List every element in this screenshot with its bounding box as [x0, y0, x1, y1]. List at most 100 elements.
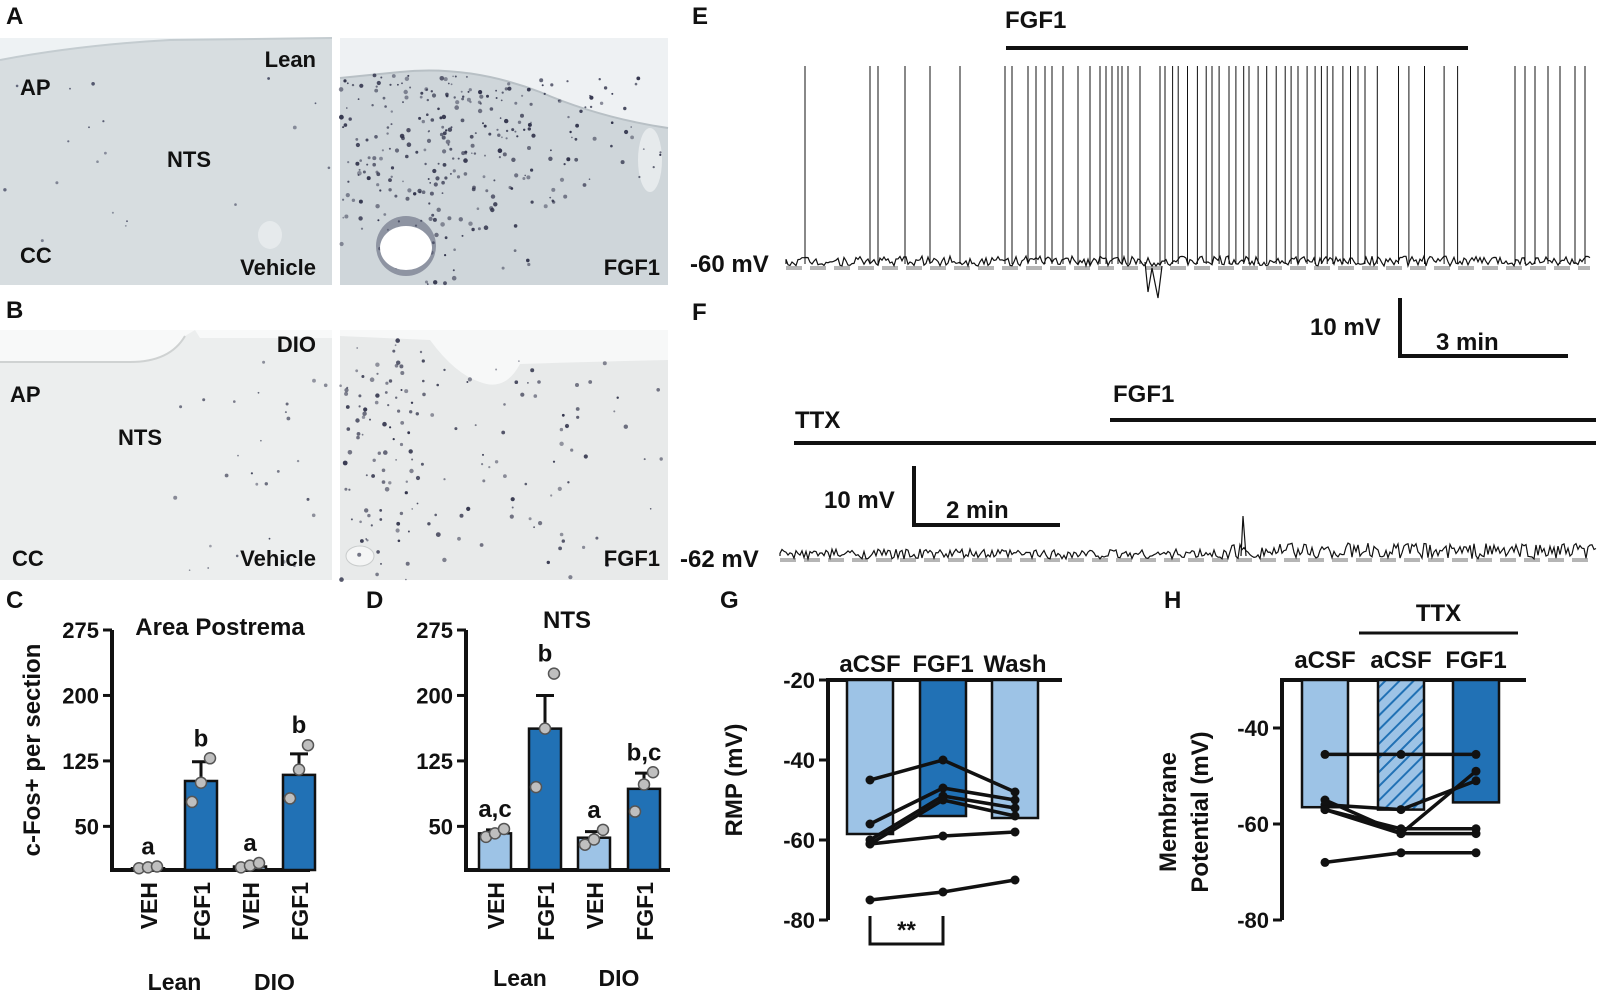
panel-a-nts-label: NTS: [167, 147, 211, 172]
panel-e-drug-label: FGF1: [1005, 7, 1066, 34]
panel-b-right-stain: [339, 338, 663, 582]
bar: [527, 727, 563, 872]
panel-a-letter: A: [6, 3, 23, 30]
x-tick-label: FGF1: [632, 882, 658, 941]
cell-point: [1471, 829, 1481, 839]
bar: [626, 787, 662, 872]
panel-g-letter: G: [720, 587, 739, 614]
x-tick-label: FGF1: [533, 882, 559, 941]
cell-point: [1471, 766, 1481, 776]
cell-point: [1010, 811, 1020, 821]
cell-point: [1396, 805, 1406, 815]
data-point: [497, 822, 511, 836]
panel-f-letter: F: [692, 299, 707, 326]
group-label: Lean: [148, 969, 202, 995]
panel-g-chart: -20 -40 -60 -80 RMP (mV) aCSF FGF1 Wash **: [721, 651, 1062, 946]
significance-letter: b: [292, 712, 307, 739]
data-point: [252, 856, 266, 870]
significance-letter: a: [141, 834, 155, 861]
x-tick-label: FGF1: [912, 651, 973, 678]
panel-e-baseline-label: -60 mV: [690, 251, 769, 278]
panel-e-voltage-trace: [785, 66, 1591, 299]
x-tick-label: Wash: [983, 651, 1046, 678]
x-tick-label: aCSF: [1370, 647, 1431, 674]
bar: [281, 773, 317, 872]
y-tick-label: 125: [416, 749, 453, 774]
data-point: [529, 780, 543, 794]
cell-point: [1471, 776, 1481, 786]
panel-c-letter: C: [6, 587, 23, 614]
significance-letter: b: [194, 725, 209, 752]
ttx-bracket-label: TTX: [1416, 600, 1461, 627]
bar: [183, 779, 219, 872]
significance-letter: b,c: [627, 739, 662, 766]
y-tick-label: 200: [416, 683, 453, 708]
data-point: [578, 838, 592, 851]
significance-stars: **: [897, 917, 916, 944]
x-tick-label: FGF1: [189, 882, 215, 941]
y-axis-label: Potential (mV): [1187, 731, 1214, 892]
significance-letter: a: [587, 797, 601, 824]
cell-point: [1010, 827, 1020, 837]
panel-a-right-stain: [338, 73, 662, 286]
x-tick-label: VEH: [238, 882, 264, 929]
y-axis-label: Membrane: [1155, 752, 1182, 872]
panel-f-voltage-trace: [779, 515, 1597, 562]
panel-a-ap-label: AP: [20, 75, 51, 100]
y-tick-label: 275: [62, 618, 99, 643]
panel-b-cc-label: CC: [12, 546, 44, 571]
data-point: [292, 763, 306, 776]
data-point: [150, 860, 164, 873]
chart-title: Area Postrema: [135, 614, 305, 641]
panel-f-scale-voltage: 10 mV: [824, 487, 895, 514]
panel-f-baseline-label: -62 mV: [680, 546, 759, 573]
cell-point: [1471, 749, 1481, 759]
panel-a-left-image: AP NTS CC Lean Vehicle: [0, 37, 333, 285]
x-tick-label: FGF1: [1445, 647, 1506, 674]
panel-e-letter: E: [692, 3, 708, 30]
data-point: [194, 776, 208, 789]
panel-e-scale-time: 3 min: [1436, 329, 1499, 356]
x-tick-label: VEH: [483, 882, 509, 929]
panel-a-lean-label: Lean: [265, 47, 316, 72]
cell-point: [1396, 829, 1406, 839]
cell-point: [1010, 875, 1020, 885]
panel-f-fgf1-label: FGF1: [1113, 381, 1174, 408]
cell-point: [938, 831, 948, 841]
x-tick-label: FGF1: [287, 882, 313, 941]
cell-point: [938, 783, 948, 793]
y-tick-label: -80: [783, 908, 815, 933]
data-point: [538, 722, 552, 735]
significance-letter: a: [243, 830, 257, 857]
panel-a-cc-label: CC: [20, 243, 52, 268]
panel-b-fgf1-label: FGF1: [604, 546, 660, 571]
y-tick-label: 50: [429, 814, 453, 839]
y-tick-label: -60: [1237, 812, 1269, 837]
cell-point: [1010, 795, 1020, 805]
y-tick-label: 200: [62, 683, 99, 708]
cell-point: [1396, 848, 1406, 858]
x-tick-label: VEH: [582, 882, 608, 929]
y-tick-label: -40: [783, 748, 815, 773]
group-label: Lean: [493, 965, 547, 991]
y-tick-label: -20: [783, 668, 815, 693]
cell-point: [865, 819, 875, 829]
cell-point: [938, 795, 948, 805]
x-tick-label: aCSF: [1294, 647, 1355, 674]
group-label: DIO: [599, 965, 640, 991]
y-axis-label: RMP (mV): [721, 724, 748, 837]
panel-b-right-image: FGF1: [339, 330, 668, 582]
significance-letter: a,c: [478, 796, 511, 823]
panel-f-scale-bar: [912, 466, 1060, 527]
significance-letter: b: [538, 641, 553, 668]
panel-d-letter: D: [366, 587, 383, 614]
y-tick-label: 125: [62, 749, 99, 774]
panel-h-letter: H: [1164, 587, 1181, 614]
panel-b-left-image: AP NTS CC DIO Vehicle: [0, 330, 332, 580]
panel-b-dio-label: DIO: [277, 332, 316, 357]
panel-c-chart: 50 125 200 275 Area Postrema c-Fos+ per secti…: [19, 614, 317, 995]
data-point: [283, 792, 297, 805]
bar: [1300, 678, 1350, 809]
data-point: [587, 833, 601, 846]
